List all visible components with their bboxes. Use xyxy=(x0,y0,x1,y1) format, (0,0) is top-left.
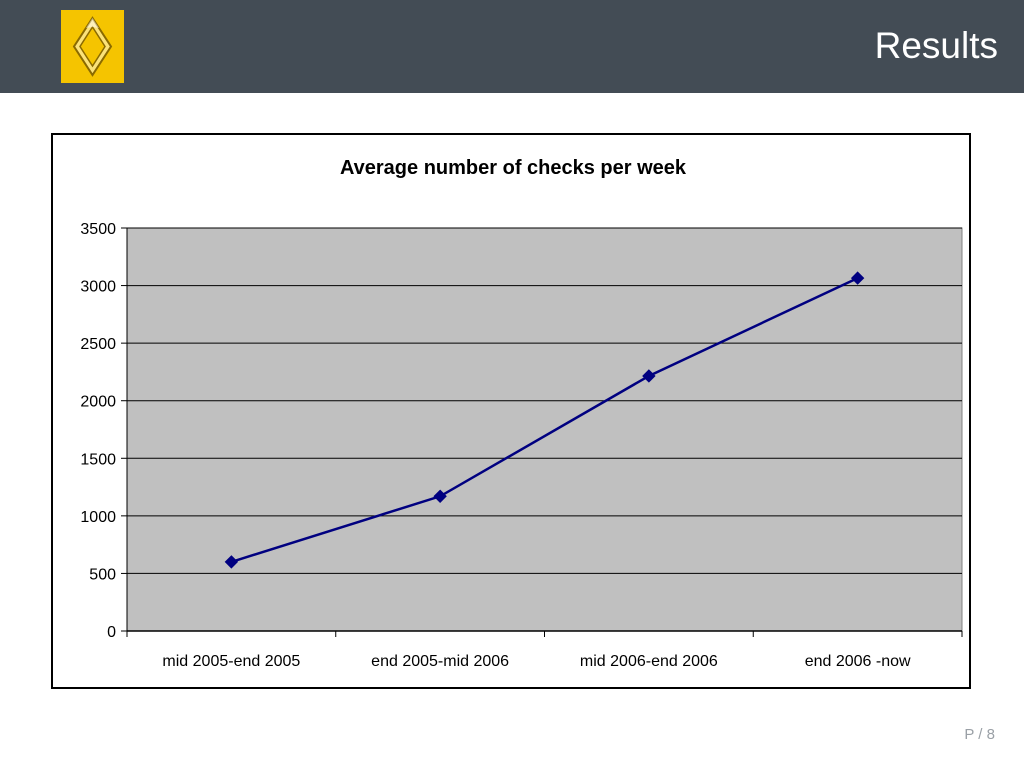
x-tick-label: end 2006 -now xyxy=(805,653,911,670)
data-point-marker xyxy=(642,369,656,383)
page-number: P / 8 xyxy=(964,726,995,743)
x-tick-label: mid 2006-end 2006 xyxy=(580,653,718,670)
y-tick-label: 3000 xyxy=(80,279,116,296)
data-point-marker xyxy=(224,555,239,569)
data-point-marker xyxy=(433,489,447,503)
x-tick-label: mid 2005-end 2005 xyxy=(162,653,300,670)
line-chart: Average number of checks per week 0 500 10… xyxy=(80,157,963,670)
data-point-marker xyxy=(850,271,865,285)
y-tick-label: 0 xyxy=(107,624,116,641)
y-tick-label: 500 xyxy=(89,566,116,583)
series-line xyxy=(231,276,859,564)
y-tick-label: 1500 xyxy=(80,451,116,468)
y-tick-label: 1000 xyxy=(80,509,116,526)
x-tick-label: end 2005-mid 2006 xyxy=(371,653,509,670)
chart-title: Average number of checks per week xyxy=(340,157,687,179)
y-tick-label: 2500 xyxy=(80,336,116,353)
slide-header: Results xyxy=(0,0,1024,93)
renault-logo-icon xyxy=(61,10,124,83)
slide-title: Results xyxy=(874,25,998,66)
y-tick-label: 3500 xyxy=(80,221,116,238)
chart-container: Average number of checks per week 0 500 10… xyxy=(51,133,971,689)
y-tick-label: 2000 xyxy=(80,394,116,411)
